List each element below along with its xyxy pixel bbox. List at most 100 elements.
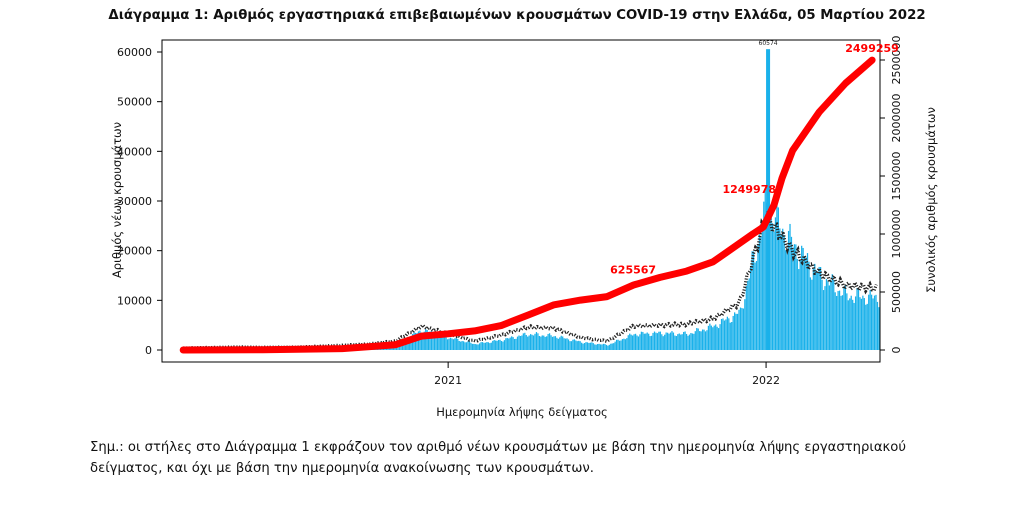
bar xyxy=(706,330,708,350)
bar xyxy=(873,295,876,350)
bar xyxy=(516,336,519,350)
bar xyxy=(550,335,552,350)
bar xyxy=(562,336,564,350)
bar xyxy=(834,292,836,350)
bar xyxy=(457,338,459,350)
bar xyxy=(425,329,427,350)
bar xyxy=(722,318,724,350)
bar xyxy=(761,227,763,350)
bar xyxy=(630,334,632,350)
bar xyxy=(642,331,644,350)
bar xyxy=(649,336,651,350)
bar xyxy=(802,247,804,350)
bar xyxy=(774,217,777,350)
bar xyxy=(752,251,755,350)
bar xyxy=(541,335,543,350)
bar xyxy=(627,335,629,350)
bar xyxy=(661,334,663,350)
bar xyxy=(821,279,823,350)
bar xyxy=(618,340,621,350)
bar xyxy=(518,335,520,350)
bar xyxy=(734,312,736,350)
bar xyxy=(726,316,728,350)
bar xyxy=(878,307,880,350)
bar xyxy=(578,340,580,350)
bar xyxy=(588,342,590,350)
bar xyxy=(436,334,439,350)
bar xyxy=(460,341,462,350)
bar xyxy=(717,328,720,350)
bar xyxy=(556,337,558,350)
bar xyxy=(701,329,704,350)
y-right-tick-label: 2000000 xyxy=(890,94,903,143)
bar xyxy=(479,343,481,350)
bar xyxy=(830,280,832,350)
bar xyxy=(680,334,682,350)
bar xyxy=(741,308,743,350)
bar xyxy=(589,342,592,350)
bar xyxy=(694,331,696,350)
bar xyxy=(503,340,506,350)
bar xyxy=(530,334,532,350)
bar xyxy=(585,342,587,350)
bar xyxy=(697,328,699,350)
bar xyxy=(671,331,673,350)
bar xyxy=(435,336,437,350)
bar xyxy=(796,258,798,350)
bar xyxy=(811,279,813,350)
bar xyxy=(805,257,807,350)
bar xyxy=(626,338,628,350)
bar xyxy=(664,334,666,350)
x-tick-label: 2022 xyxy=(752,374,780,387)
bar xyxy=(500,340,503,350)
bar xyxy=(808,261,810,350)
bar xyxy=(607,345,609,350)
bar xyxy=(537,333,539,350)
bar xyxy=(553,336,555,350)
bar-peak xyxy=(766,49,771,350)
bar xyxy=(779,228,781,350)
bar xyxy=(614,341,616,350)
bar xyxy=(639,334,641,350)
bar xyxy=(840,295,842,350)
bar xyxy=(731,321,733,350)
bar xyxy=(744,299,746,350)
bar xyxy=(483,342,485,350)
bar xyxy=(646,332,648,350)
bar xyxy=(757,244,759,350)
y-tick-label: 0 xyxy=(145,344,152,357)
bar xyxy=(490,342,492,350)
bar xyxy=(755,261,758,350)
bar xyxy=(735,313,737,350)
bar xyxy=(675,336,677,350)
bar xyxy=(866,303,868,350)
bar xyxy=(532,335,535,350)
bar xyxy=(416,333,418,350)
bar xyxy=(477,344,479,350)
cumulative-annotation: 1249978 xyxy=(722,183,776,196)
bar xyxy=(785,250,787,350)
bar xyxy=(819,267,822,350)
bar xyxy=(652,332,654,350)
bar xyxy=(560,335,562,350)
bar xyxy=(535,332,538,350)
bar xyxy=(787,230,790,350)
bar xyxy=(668,333,670,350)
bar xyxy=(782,228,784,350)
bar xyxy=(716,326,718,350)
bar xyxy=(713,325,715,350)
bar xyxy=(849,298,851,350)
bar xyxy=(569,341,571,350)
bar xyxy=(592,343,594,350)
bar xyxy=(745,286,747,350)
bar xyxy=(476,344,478,350)
bar xyxy=(621,339,624,350)
cumulative-line xyxy=(179,56,876,354)
bar xyxy=(462,341,465,350)
bar xyxy=(653,331,656,350)
bar xyxy=(684,331,686,350)
bar xyxy=(659,331,661,350)
bar xyxy=(856,288,858,350)
y-tick-label: 60000 xyxy=(117,46,152,59)
bar xyxy=(798,269,800,350)
